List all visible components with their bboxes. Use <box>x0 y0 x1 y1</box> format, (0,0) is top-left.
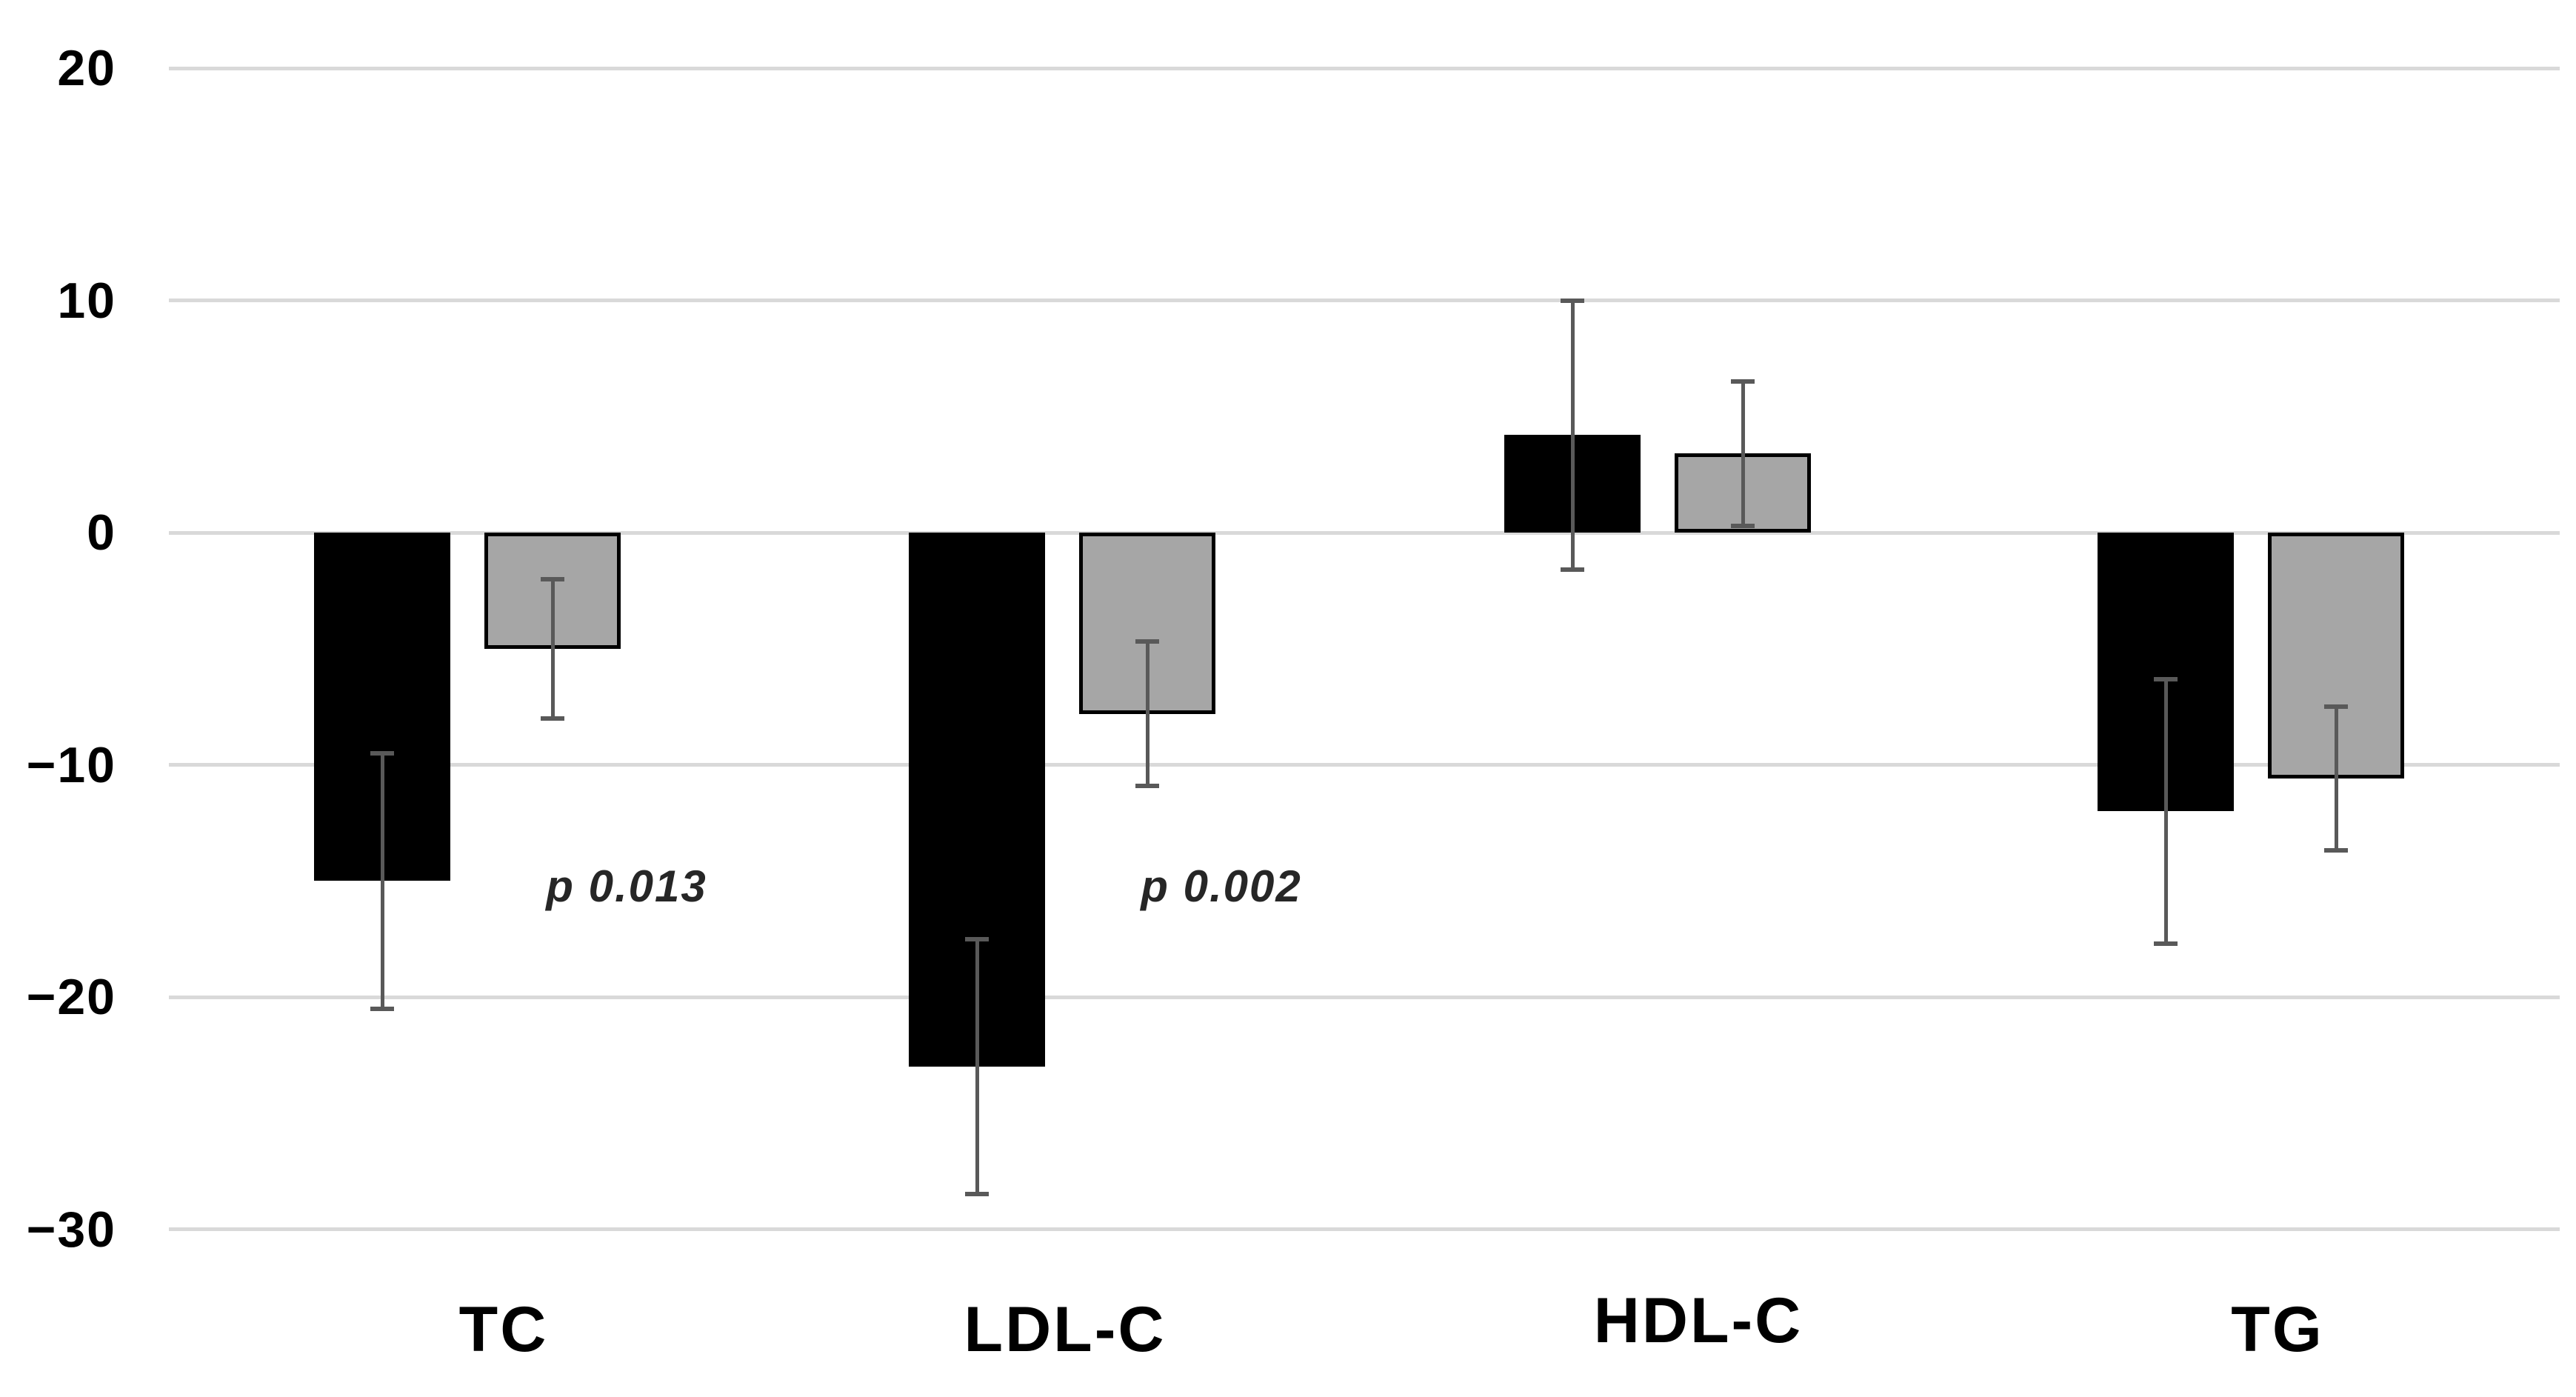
error-bar-cap <box>2154 676 2178 681</box>
error-bar-cap <box>1561 567 1584 573</box>
gridline-0 <box>169 530 2560 535</box>
error-bar-cap <box>1731 379 1755 384</box>
gridline-−30 <box>169 1227 2560 1231</box>
gridline-−20 <box>169 995 2560 999</box>
error-bar-line-black-ldl-c <box>975 938 979 1195</box>
error-bar-cap <box>1135 639 1159 644</box>
error-bar-cap <box>541 576 564 581</box>
y-axis-tick-label: −30 <box>26 1201 116 1258</box>
error-bar-line-gray-tg <box>2335 707 2338 851</box>
error-bar-cap <box>965 1192 989 1197</box>
y-axis-tick-label: 20 <box>57 40 116 96</box>
gridline-20 <box>169 66 2560 70</box>
x-axis-category-label-ldl-c: LDL-C <box>964 1294 1167 1365</box>
y-axis-tick-label: −10 <box>26 736 116 793</box>
p-value-annotation-tc: p 0.013 <box>546 861 707 911</box>
gridline-−10 <box>169 763 2560 767</box>
error-bar-cap <box>1135 783 1159 788</box>
error-bar-cap <box>2154 941 2178 946</box>
error-bar-cap <box>370 750 394 756</box>
error-bar-cap <box>541 716 564 721</box>
error-bar-line-black-tc <box>381 753 384 1009</box>
error-bar-line-gray-hdl-c <box>1741 381 1745 526</box>
error-bar-cap <box>2324 848 2348 853</box>
error-bar-line-black-tg <box>2164 679 2168 944</box>
error-bar-line-gray-ldl-c <box>1146 641 1149 786</box>
error-bar-cap <box>1561 298 1584 303</box>
error-bar-cap <box>1731 523 1755 528</box>
x-axis-category-label-hdl-c: HDL-C <box>1593 1285 1803 1356</box>
gridline-10 <box>169 299 2560 302</box>
y-axis-tick-label: 10 <box>57 272 116 329</box>
y-axis-tick-label: 0 <box>87 504 116 561</box>
error-bar-cap <box>370 1006 394 1011</box>
error-bar-cap <box>2324 704 2348 710</box>
p-value-annotation-ldl-c: p 0.002 <box>1141 861 1302 911</box>
y-axis-tick-label: −20 <box>26 969 116 1025</box>
error-bar-line-black-hdl-c <box>1571 300 1575 570</box>
error-bar-line-gray-tc <box>551 579 555 718</box>
x-axis-category-label-tc: TC <box>458 1294 549 1365</box>
error-bar-cap <box>965 936 989 941</box>
x-axis-category-label-tg: TG <box>2231 1294 2324 1365</box>
